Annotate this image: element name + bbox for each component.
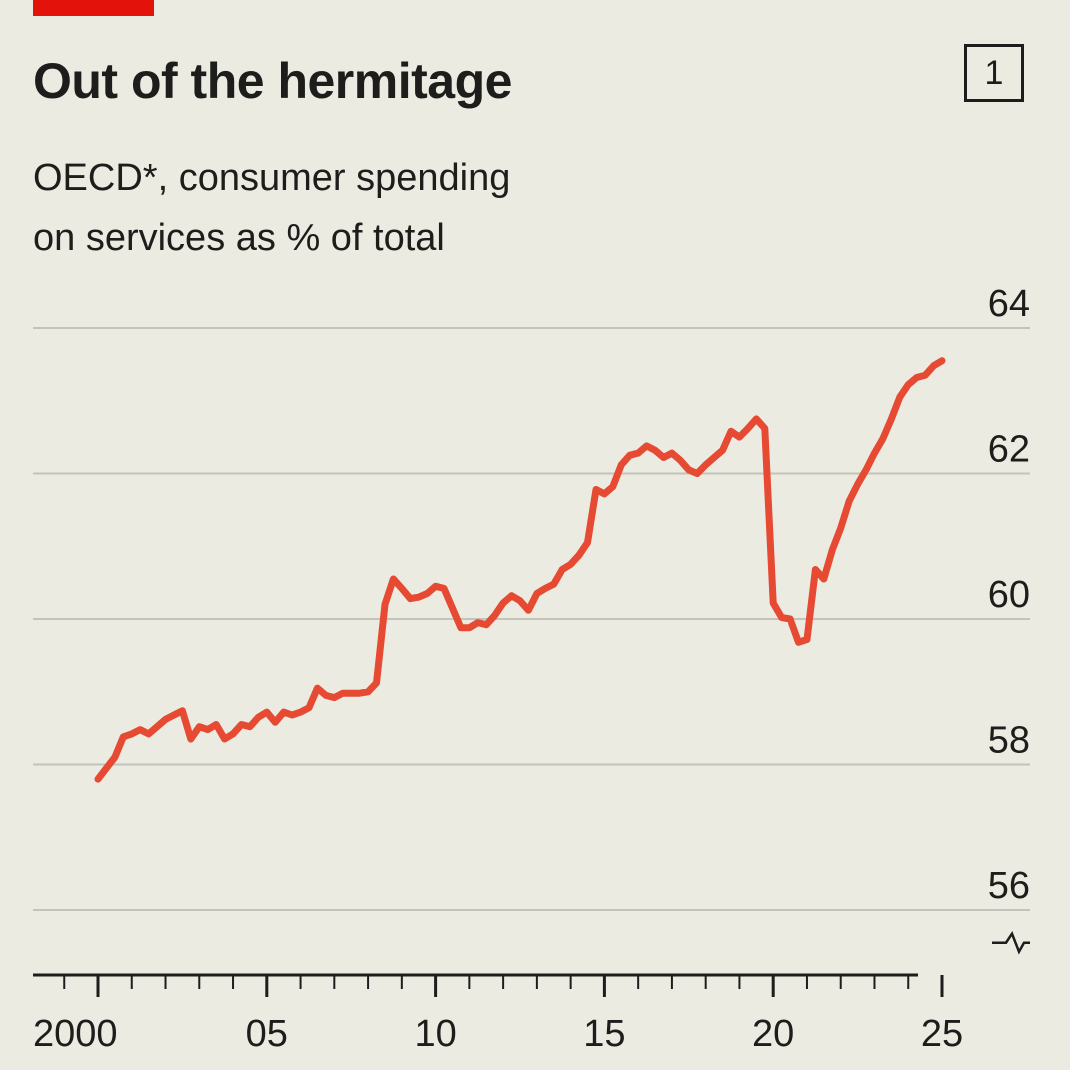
series-layer — [94, 357, 946, 783]
axis-break-icon — [992, 931, 1030, 955]
x-tick-label-2000: 2000 — [33, 1013, 118, 1055]
y-tick-label-62: 62 — [988, 429, 1030, 471]
y-tick-label-56: 56 — [988, 865, 1030, 907]
chart-title: Out of the hermitage — [33, 53, 512, 109]
gridlines — [33, 327, 1030, 911]
x-tick-label-05: 05 — [246, 1013, 288, 1055]
brand-tag — [33, 0, 154, 16]
chart-number-badge: 1 — [964, 44, 1024, 102]
y-tick-label-60: 60 — [988, 574, 1030, 616]
x-tick-label-10: 10 — [414, 1013, 456, 1055]
x-tick-label-20: 20 — [752, 1013, 794, 1055]
x-axis: 2000 05 10 15 20 25 — [33, 973, 963, 1055]
y-tick-labels: 56 58 60 62 64 — [988, 283, 1030, 955]
y-tick-label-64: 64 — [988, 283, 1030, 325]
series-line-0 — [94, 357, 946, 783]
subtitle-line-1: OECD*, consumer spending — [33, 157, 511, 199]
x-tick-label-15: 15 — [583, 1013, 625, 1055]
subtitle-line-2: on services as % of total — [33, 217, 445, 259]
chart-subtitle: OECD*, consumer spending on services as … — [33, 148, 733, 268]
x-tick-label-25: 25 — [921, 1013, 963, 1055]
y-tick-label-58: 58 — [988, 720, 1030, 762]
